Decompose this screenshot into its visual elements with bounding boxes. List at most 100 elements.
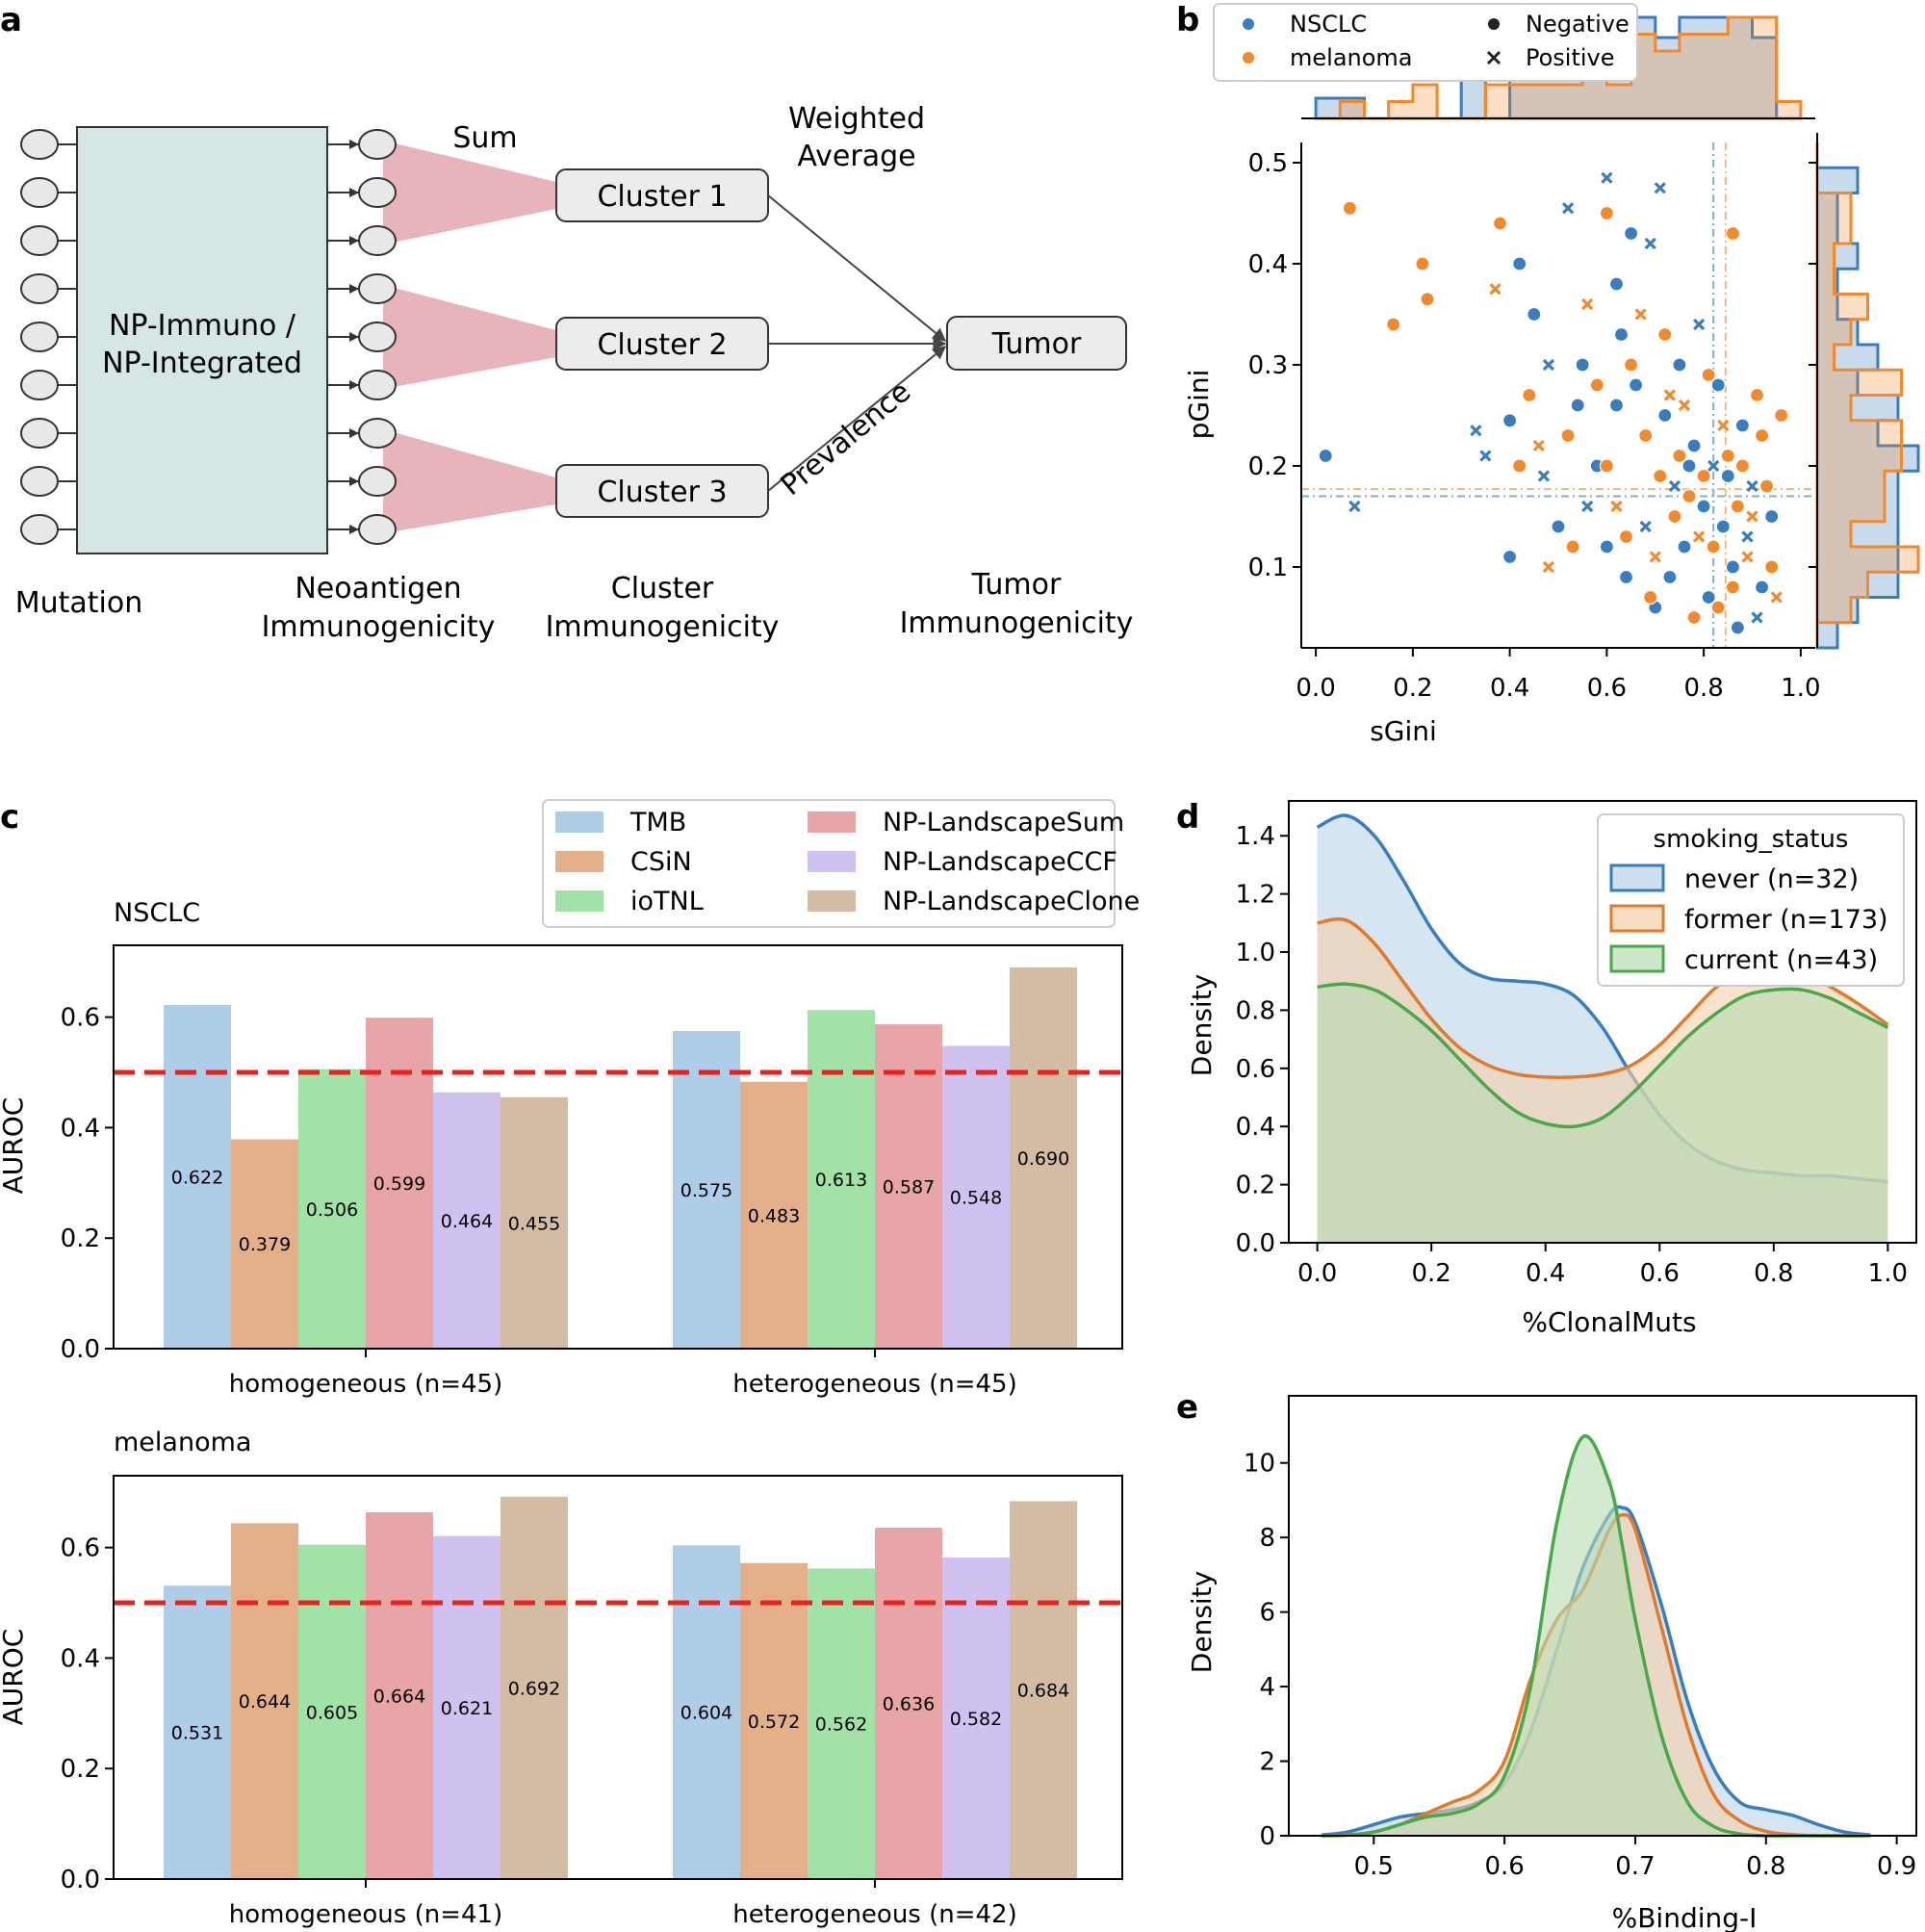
b-legend-melanoma-label: melanoma [1290,44,1413,71]
prevalence-label: Prevalence [775,374,918,502]
scatter-plot-area [1301,142,1815,648]
density-y-tick-label: 1.2 [1236,881,1275,910]
bar-y-tick-label: 0.2 [61,1755,100,1784]
scatter-point-melanoma-negative [1696,468,1711,484]
scatter-point-nsclc-positive [1668,479,1681,493]
bar-value-label: 0.621 [441,1698,493,1719]
c-nsclc-title: NSCLC [114,898,200,928]
bar-y-tick-label: 0.6 [61,1534,100,1563]
b-legend-melanoma-marker [1243,52,1254,64]
bar-y-tick-label: 0.4 [61,1644,100,1673]
e-xlabel: %Binding-I [1612,1902,1758,1932]
scatter-point-melanoma-negative [1589,377,1604,393]
scatter-point-nsclc-negative [1662,569,1678,585]
density-x-tick-label: 0.5 [1354,1852,1394,1881]
c-legend-label: CSiN [630,847,692,877]
scatter-point-nsclc-negative [1570,398,1585,413]
bar-tmb [164,1585,231,1879]
sum-label: Sum [452,121,517,155]
bar-value-label: 0.531 [171,1723,223,1744]
scatter-point-melanoma-negative [1681,488,1697,504]
scatter-point-nsclc-negative [1623,225,1639,242]
b-x-tick-label: 0.2 [1393,674,1432,703]
bar-chart-frame [113,1475,1123,1880]
density-fill-current [1322,1435,1871,1837]
density-x-tick-label: 1.0 [1868,1259,1908,1288]
scatter-point-melanoma-negative [1734,458,1751,474]
panel-letter-b: b [1176,1,1199,39]
cluster-2-label: Cluster 2 [597,328,727,362]
bar-value-label: 0.455 [508,1213,560,1234]
c-top-ylabel: AUROC [0,1097,29,1195]
sum-fan-3 [383,429,556,533]
b-legend-positive-marker [1486,50,1502,65]
bar-np-landscapeclone [1010,1501,1077,1879]
scatter-point-nsclc-negative [1686,438,1702,453]
tumor-immunogenicity-line1: Tumor [971,568,1062,602]
scatter-point-nsclc-negative [1608,398,1625,413]
c-legend-swatch [808,890,856,912]
bar-value-label: 0.636 [883,1694,935,1715]
mutation-node [20,322,59,352]
tumor-box [946,316,1127,371]
bar-np-landscapeccf [942,1557,1010,1879]
bar-category-label: heterogeneous (n=45) [732,1370,1017,1399]
scatter-point-melanoma-negative [1730,499,1746,514]
density-x-tick-label: 0.8 [1754,1259,1793,1288]
density-y-tick-label: 0.8 [1236,996,1275,1025]
d-legend-swatch [1609,944,1665,973]
scatter-point-nsclc-negative [1527,306,1542,322]
b-y-tick-label: 0.2 [1248,452,1288,481]
mutation-label: Mutation [15,586,143,620]
scatter-point-melanoma-positive [1741,551,1754,563]
bar-y-tick-label: 0.2 [61,1224,100,1253]
bar-y-tick-label: 0.0 [61,1335,100,1364]
scatter-point-nsclc-negative [1628,377,1644,393]
scatter-point-nsclc-negative [1672,357,1687,373]
scatter-point-nsclc-positive [1581,500,1594,513]
b-legend-nsclc-marker [1243,18,1254,30]
scatter-point-melanoma-negative [1657,326,1673,343]
scatter-point-nsclc-positive [1639,520,1652,533]
bar-value-label: 0.582 [950,1709,1002,1730]
scatter-point-melanoma-negative [1565,539,1580,554]
mutation-node [20,418,59,449]
scatter-point-nsclc-positive [1561,202,1575,215]
scatter-point-nsclc-negative [1618,569,1634,585]
bar-y-tick-label: 0.0 [61,1866,100,1894]
density-line-current [1317,982,1889,1129]
scatter-point-nsclc-negative [1677,539,1692,554]
neoantigen-node [358,466,397,497]
scatter-point-melanoma-positive [1770,591,1783,604]
density-y-tick-label: 6 [1259,1599,1275,1628]
bar-value-label: 0.562 [815,1714,867,1736]
b-legend-negative-marker [1488,18,1500,30]
neoantigen-node [358,322,397,352]
bar-value-label: 0.587 [883,1177,935,1198]
scatter-point-nsclc-positive [1692,318,1706,331]
scatter-point-melanoma-positive [1717,419,1730,432]
scatter-point-melanoma-negative [1386,317,1401,332]
scatter-point-nsclc-positive [1348,500,1361,513]
bar-value-label: 0.684 [1017,1681,1069,1702]
panel-letter-a: a [0,1,22,39]
bar-iotnl [298,1069,366,1349]
scatter-point-melanoma-negative [1643,589,1658,605]
cluster-1-label: Cluster 1 [597,180,727,214]
density-y-tick-label: 1.0 [1236,939,1275,967]
bar-chart-frame [113,944,1123,1350]
bar-iotnl [808,1010,875,1349]
bar-np-landscapesum [875,1024,942,1349]
mutation-node [20,370,59,400]
scatter-point-melanoma-negative [1667,508,1682,525]
melanoma-bar-chart: 0.531 0.604 0.644 0.572 0.605 0.562 0.664 0.636… [61,1475,1123,1929]
scatter-point-melanoma-negative [1599,458,1615,474]
bar-y-tick-label: 0.6 [61,1004,100,1033]
bar-np-landscapeclone [1010,967,1077,1349]
scatter-point-melanoma-negative [1774,407,1789,424]
scatter-point-nsclc-negative [1710,377,1726,393]
scatter-point-melanoma-negative [1512,458,1527,474]
scatter-point-melanoma-negative [1706,539,1721,554]
scatter-point-nsclc-negative [1575,357,1590,373]
b-legend: NSCLC melanoma Negative Positive [1213,3,1638,82]
